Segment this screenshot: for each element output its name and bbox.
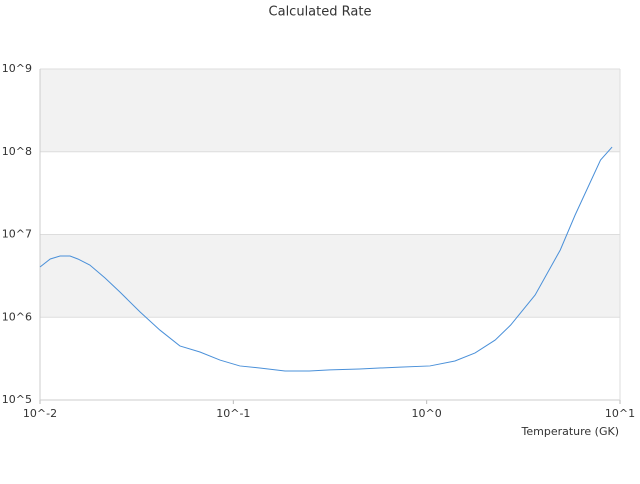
- y-tick-label: 10^5: [2, 393, 32, 406]
- grid-band: [40, 69, 620, 152]
- x-axis-label: Temperature (GK): [521, 425, 620, 438]
- y-tick-label: 10^6: [2, 310, 32, 323]
- chart-title: Calculated Rate: [269, 5, 372, 20]
- x-tick-label: 10^-1: [216, 407, 250, 420]
- data-line: [39, 146, 613, 372]
- x-tick-label: 10^1: [605, 407, 635, 420]
- y-tick-label: 10^7: [2, 228, 32, 241]
- grid-band: [40, 234, 620, 318]
- y-tick-label: 10^9: [2, 62, 32, 75]
- x-tick-label: 10^-2: [23, 407, 57, 420]
- x-tick-label: 10^0: [412, 407, 442, 420]
- y-tick-label: 10^8: [2, 145, 32, 158]
